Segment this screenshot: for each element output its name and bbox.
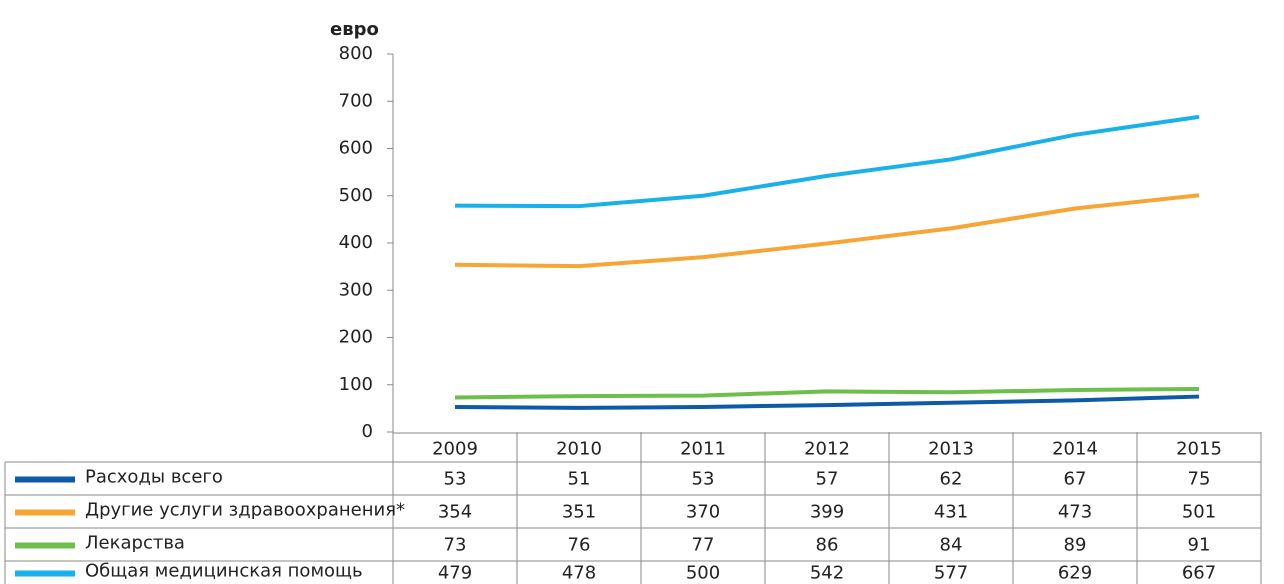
table-value: 53 (444, 469, 467, 490)
table-value: 67 (1064, 469, 1087, 490)
series-line (454, 394, 1200, 410)
table-value: 354 (438, 502, 472, 523)
x-tick-label: 2013 (928, 439, 974, 460)
table-value: 89 (1064, 535, 1087, 556)
y-tick-label: 700 (339, 90, 373, 111)
table-value: 51 (568, 469, 591, 490)
x-tick-label: 2015 (1176, 439, 1222, 460)
table-value: 431 (934, 502, 968, 523)
series-line (454, 193, 1200, 269)
table-value: 667 (1182, 563, 1216, 584)
y-tick-label: 800 (339, 43, 373, 64)
y-tick-label: 400 (339, 232, 373, 253)
legend-label: Лекарства (85, 533, 185, 554)
table-value: 62 (940, 469, 963, 490)
table-value: 479 (438, 563, 472, 584)
y-tick-label: 100 (339, 374, 373, 395)
y-tick-label: 0 (362, 421, 373, 442)
x-tick-label: 2010 (556, 439, 602, 460)
x-tick-label: 2009 (432, 439, 478, 460)
table-value: 478 (562, 563, 596, 584)
table-value: 84 (940, 535, 963, 556)
table-value: 351 (562, 502, 596, 523)
y-tick-label: 500 (339, 185, 373, 206)
legend-label: Другие услуги здравоохранения* (85, 500, 405, 521)
table-value: 53 (692, 469, 715, 490)
table-value: 370 (686, 502, 720, 523)
legend-label: Общая медицинская помощь (85, 561, 363, 582)
table-value: 473 (1058, 502, 1092, 523)
table-value: 629 (1058, 563, 1092, 584)
series-line (454, 114, 1200, 209)
table-value: 577 (934, 563, 968, 584)
y-axis-label: евро (330, 19, 379, 40)
y-tick-label: 300 (339, 279, 373, 300)
table-value: 57 (816, 469, 839, 490)
table-value: 500 (686, 563, 720, 584)
x-tick-label: 2014 (1052, 439, 1098, 460)
x-tick-label: 2011 (680, 439, 726, 460)
table-value: 91 (1188, 535, 1211, 556)
table-value: 76 (568, 535, 591, 556)
y-tick-label: 600 (339, 138, 373, 159)
table-value: 501 (1182, 502, 1216, 523)
table-value: 86 (816, 535, 839, 556)
table-value: 542 (810, 563, 844, 584)
x-tick-label: 2012 (804, 439, 850, 460)
y-tick-label: 200 (339, 327, 373, 348)
legend-label: Расходы всего (85, 467, 223, 488)
table-value: 73 (444, 535, 467, 556)
table-value: 77 (692, 535, 715, 556)
table-value: 399 (810, 502, 844, 523)
table-value: 75 (1188, 469, 1211, 490)
series-line (454, 387, 1200, 400)
